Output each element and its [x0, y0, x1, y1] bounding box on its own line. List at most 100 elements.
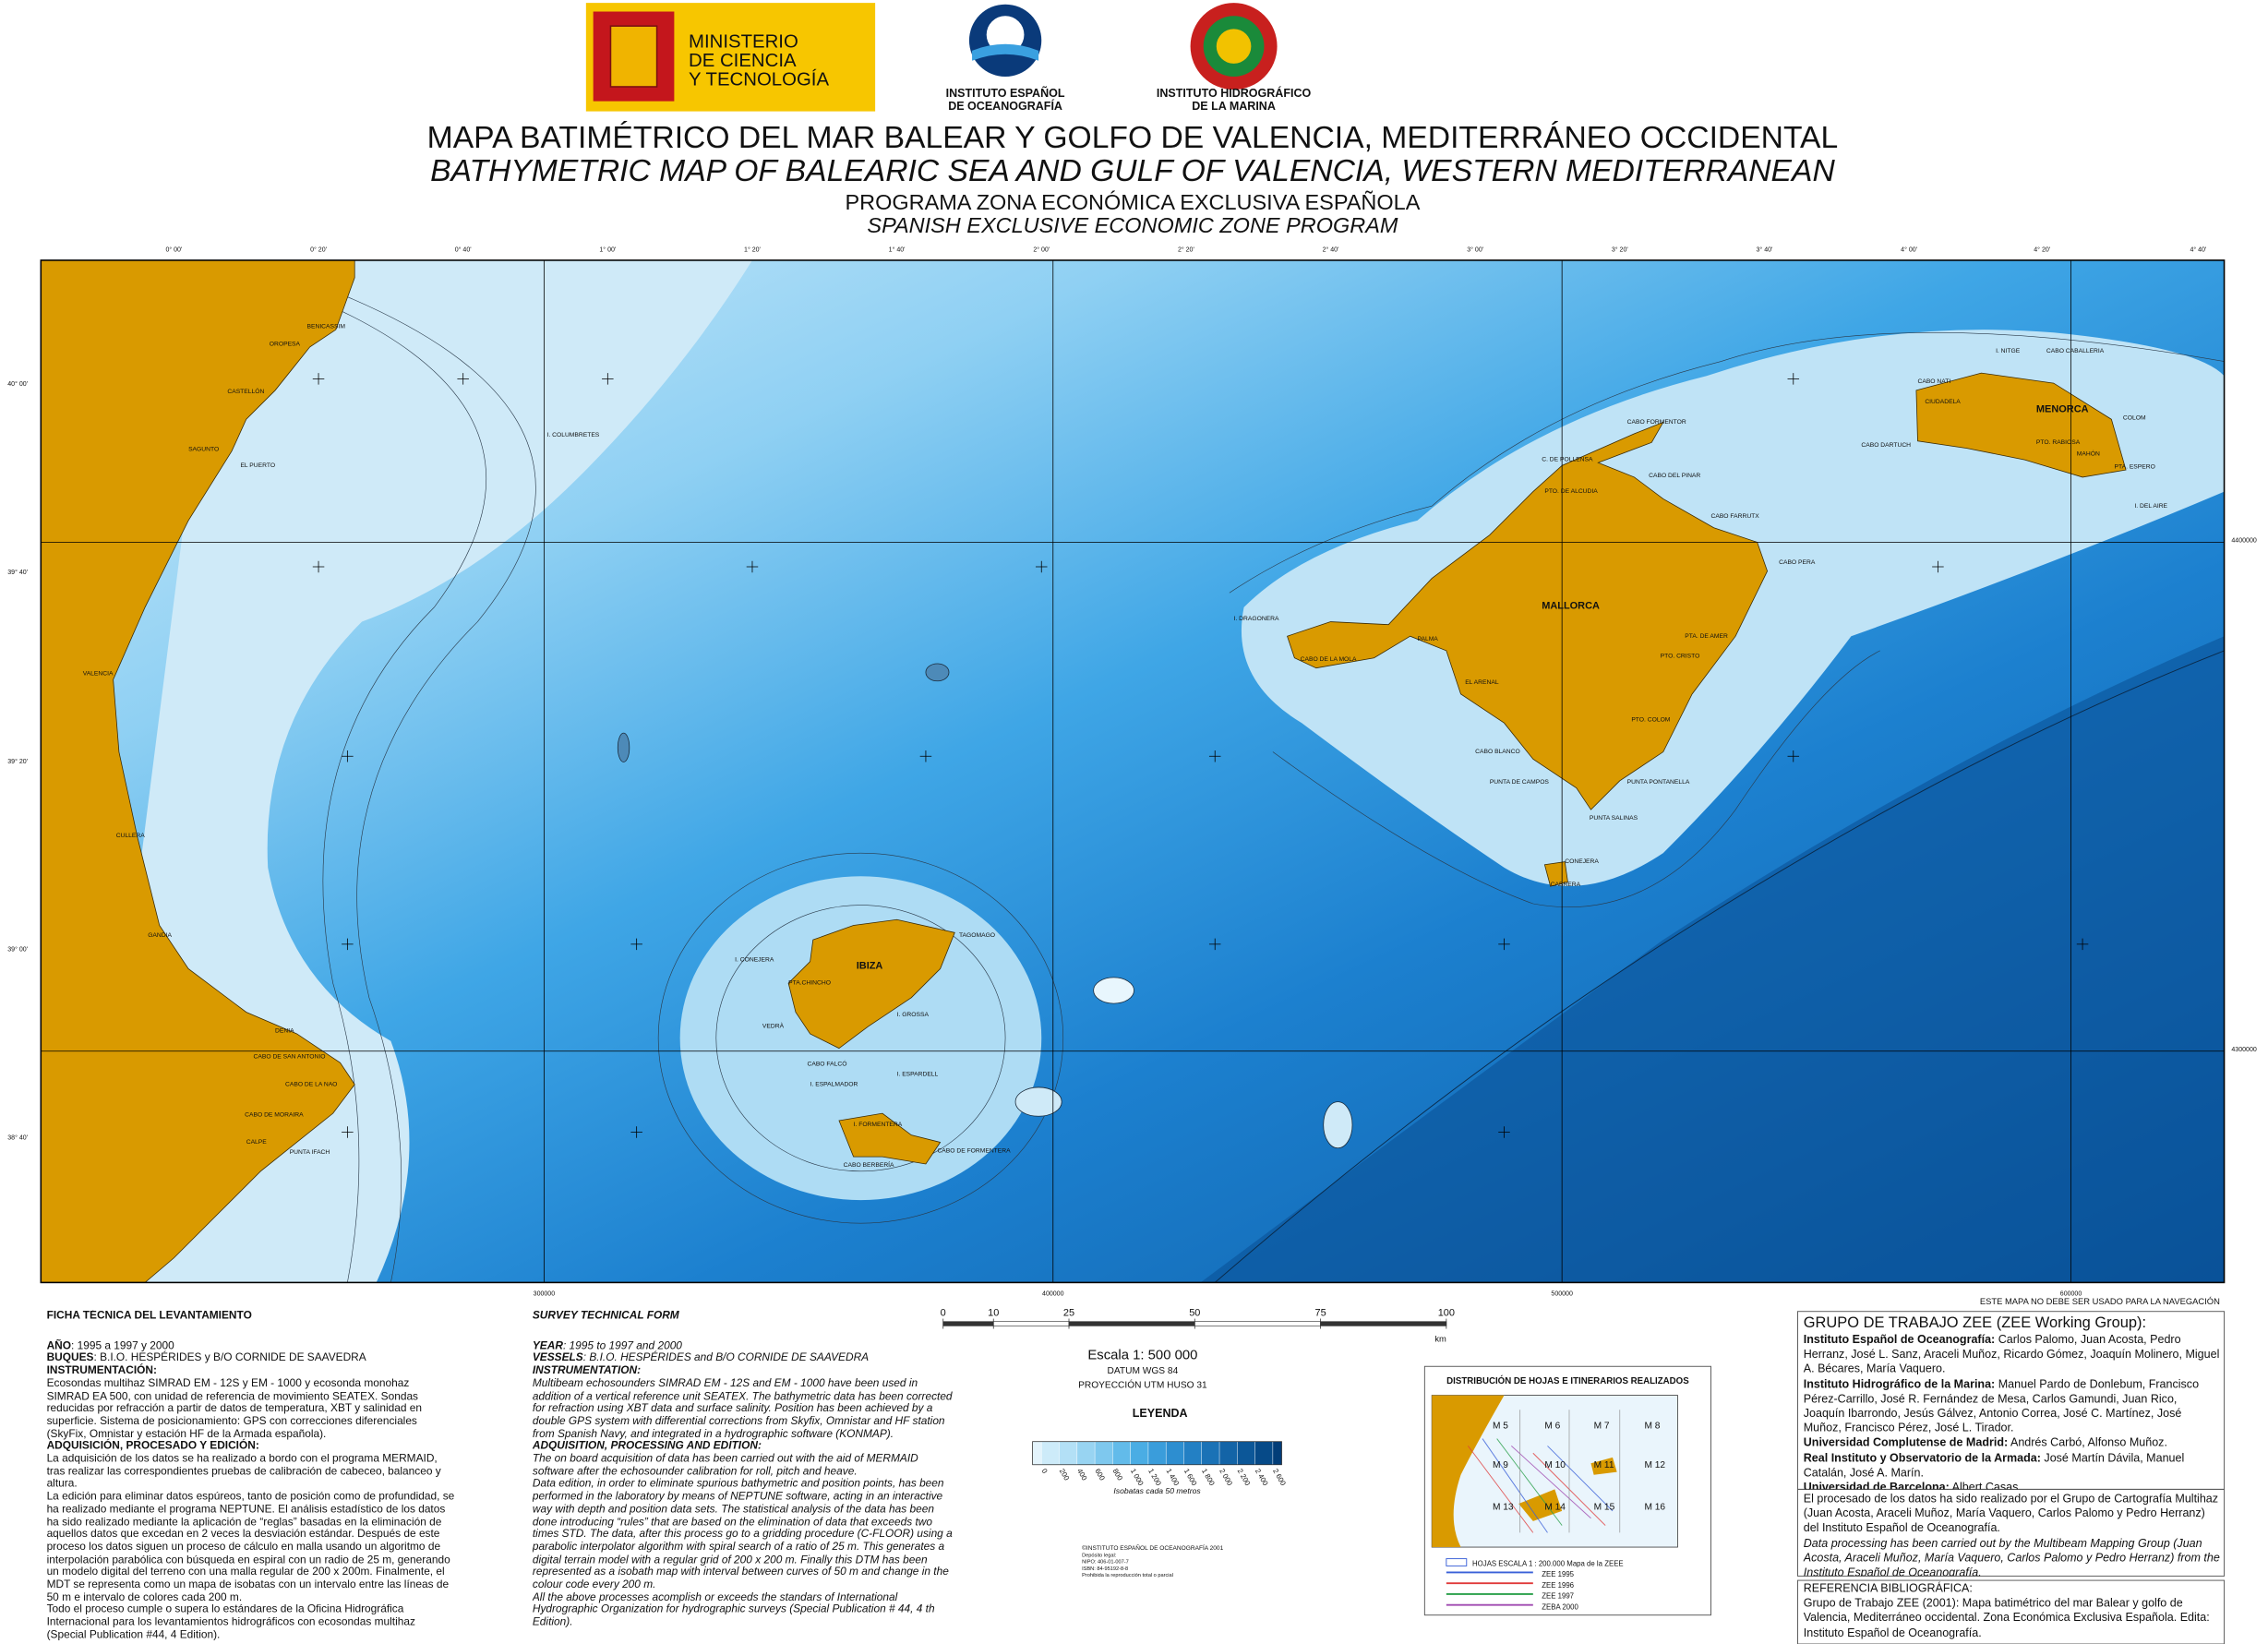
credit-line: ©INSTITUTO ESPAÑOL DE OCEANOGRAFÍA 2001 — [1082, 1543, 1223, 1552]
reference-box — [1797, 1579, 2226, 1644]
reference: REFERENCIA BIBLIOGRÁFICA:Grupo de Trabaj… — [1803, 1581, 2210, 1639]
place-label: COLOM — [2123, 414, 2146, 421]
scale-tick-label: 75 — [1314, 1307, 1326, 1318]
land-iberia — [41, 259, 355, 1283]
working-group-entry: Real Instituto y Observatorio de la Arma… — [1804, 1451, 2220, 1481]
sheet-label: M 6 — [1544, 1422, 1560, 1432]
survey-item: ADQUISICIÓN, PROCESADO Y EDICIÓN: — [46, 1439, 455, 1454]
place-label: I. GROSSA — [897, 1012, 930, 1018]
place-label: PTO. CRISTO — [1661, 654, 1700, 660]
scale-tick-label: 100 — [1438, 1307, 1455, 1318]
legend-tick-label: 1 400 — [1164, 1468, 1181, 1488]
survey-item: The on board acquisition of data has bee… — [532, 1451, 959, 1478]
graticule-cross — [2076, 938, 2089, 951]
legend-swatch — [1272, 1441, 1282, 1465]
navigation-notice: ESTE MAPA NO DEBE SER USADO PARA LA NAVE… — [1980, 1296, 2220, 1306]
latitude-label: 38° 40' — [7, 1134, 28, 1141]
place-label: CULLERA — [116, 833, 146, 839]
graticule-cross — [602, 373, 614, 385]
seamount — [925, 663, 950, 682]
reference-heading: REFERENCIA BIBLIOGRÁFICA: — [1803, 1581, 1973, 1595]
scale-segment — [1068, 1321, 1195, 1326]
place-label: IBIZA — [857, 960, 883, 971]
legend-title: LEYENDA — [1133, 1407, 1188, 1420]
legend-tick-label: 1 000 — [1129, 1468, 1146, 1488]
legend-swatch — [1254, 1441, 1273, 1465]
survey-item-text: Data edition, in order to eliminate spur… — [532, 1476, 953, 1591]
place-label: MENORCA — [2036, 403, 2089, 414]
graticule-cross — [342, 750, 354, 762]
scale-ratio: Escala 1: 500 000 — [1087, 1348, 1197, 1362]
place-label: DENIA — [275, 1027, 294, 1034]
graticule-cross — [1498, 1126, 1510, 1138]
place-label: CIUDADELA — [1925, 399, 1961, 405]
credit-line: NIPO: 406-01-007-7 — [1082, 1560, 1129, 1566]
legend-swatch — [1147, 1441, 1167, 1465]
legend-swatch — [1041, 1441, 1060, 1465]
survey-item: ADQUISITION, PROCESSING AND EDITION: — [532, 1439, 959, 1454]
place-label: CABO DE FORMENTERA — [937, 1147, 1011, 1154]
place-label: I. NITGE — [1996, 348, 2021, 354]
longitude-label: 2° 00' — [1033, 246, 1050, 254]
legend-tick-label: 0 — [1040, 1468, 1050, 1476]
sheet-label: M 12 — [1644, 1460, 1665, 1470]
ihm-name: DE LA MARINA — [1192, 100, 1276, 113]
longitude-label: 1° 40' — [889, 246, 906, 254]
sheet-label: M 8 — [1644, 1422, 1660, 1432]
place-label: CABO FARRUTX — [1710, 513, 1759, 520]
survey-item-label: VESSELS — [532, 1350, 583, 1364]
place-label: PTO. COLOM — [1631, 717, 1670, 724]
seamount — [1014, 1086, 1062, 1117]
scale-tick-label: 50 — [1189, 1307, 1200, 1318]
organisation: Instituto Español de Oceanografía: — [1803, 1333, 1996, 1347]
sheet-label: M 14 — [1544, 1502, 1566, 1512]
place-label: I. DRAGONERA — [1234, 616, 1279, 622]
organisation: Universidad Complutense de Madrid: — [1803, 1436, 2009, 1450]
survey-item-label: ADQUISICIÓN, PROCESADO Y EDICIÓN: — [46, 1439, 259, 1453]
ieo-name: DE OCEANOGRAFÍA — [948, 99, 1062, 113]
seamount — [617, 732, 630, 762]
utm-easting-label: 500000 — [1551, 1290, 1573, 1297]
graticule-cross — [1932, 560, 1944, 573]
ieo-logo-inner — [986, 16, 1025, 54]
survey-item-label: ADQUISITION, PROCESSING AND EDITION: — [532, 1439, 762, 1453]
legend-swatch — [1076, 1441, 1096, 1465]
sheet-label: M 7 — [1594, 1422, 1610, 1432]
graticule-cross — [919, 750, 932, 762]
place-label: MALLORCA — [1542, 600, 1600, 611]
place-label: EL PUERTO — [240, 462, 275, 469]
ieo-logo-wave — [972, 43, 1039, 61]
legend-swatch — [1059, 1441, 1077, 1465]
working-group-entry: Instituto Español de Oceanografía: Carlo… — [1804, 1333, 2220, 1377]
longitude-label: 0° 20' — [310, 246, 327, 254]
sheet-label: M 10 — [1544, 1460, 1566, 1470]
legend-swatch — [1095, 1441, 1113, 1465]
graticule-cross — [630, 938, 642, 951]
contour — [1214, 650, 2225, 1283]
longitude-label: 4° 20' — [2034, 246, 2050, 254]
utm-easting-label: 400000 — [1042, 1290, 1064, 1297]
legend-swatch — [1183, 1441, 1202, 1465]
longitude-label: 1° 20' — [744, 246, 761, 254]
survey-form: SURVEY TECHNICAL FORM YEAR: 1995 to 1997 … — [532, 1310, 959, 1629]
processing-box — [1797, 1488, 2226, 1577]
place-label: PALMA — [1418, 636, 1439, 642]
sheet-label: M 5 — [1493, 1422, 1508, 1432]
survey-item-text: The on board acquisition of data has bee… — [532, 1451, 918, 1478]
place-label: PUNTA DE CAMPOS — [1490, 779, 1550, 786]
place-label: EL ARENAL — [1465, 679, 1499, 686]
place-label: I. FORMENTERA — [854, 1122, 903, 1128]
working-group-entry: Instituto Hidrográfico de la Marina: Man… — [1804, 1377, 2220, 1436]
land-formentera — [838, 1112, 942, 1165]
scale-segment — [992, 1321, 1070, 1326]
survey-item-label: YEAR — [532, 1338, 563, 1352]
longitude-label: 3° 00' — [1467, 246, 1483, 254]
survey-item-text: All the above processes acomplish or exc… — [532, 1590, 935, 1629]
place-label: PTA. DE AMER — [1685, 633, 1728, 640]
distribution-legend-label: ZEBA 2000 — [1542, 1602, 1578, 1611]
legend-tick-label: 1 600 — [1182, 1468, 1199, 1488]
title-english: BATHYMETRIC MAP OF BALEARIC SEA AND GULF… — [430, 154, 1835, 188]
organisation: Universidad de Barcelona: — [1803, 1481, 1950, 1490]
survey-item-text: : B.I.O. HESPÉRIDES and B/O CORNIDE DE S… — [582, 1350, 870, 1364]
map-grid — [41, 259, 2225, 1283]
